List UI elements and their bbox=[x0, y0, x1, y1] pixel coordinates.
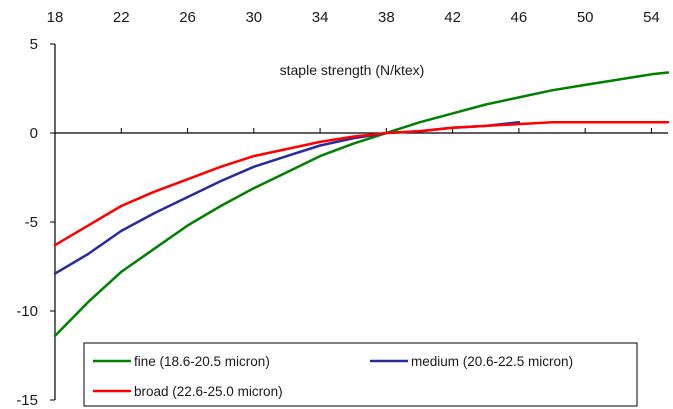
x-tick-label-22: 22 bbox=[113, 9, 130, 26]
legend-label-medium: medium (20.6-22.5 micron) bbox=[411, 354, 573, 369]
y-tick-label--10: -10 bbox=[16, 303, 38, 320]
x-tick-label-38: 38 bbox=[378, 9, 395, 26]
legend-label-fine: fine (18.6-20.5 micron) bbox=[134, 354, 270, 369]
y-tick-labels: 5 0 -5 -10 -15 bbox=[16, 36, 38, 409]
x-tick-label-54: 54 bbox=[643, 9, 660, 26]
x-tick-label-46: 46 bbox=[511, 9, 528, 26]
x-tick-label-18: 18 bbox=[47, 9, 64, 26]
legend: fine (18.6-20.5 micron) medium (20.6-22.… bbox=[83, 342, 638, 407]
x-tick-label-34: 34 bbox=[312, 9, 329, 26]
x-tick-label-30: 30 bbox=[245, 9, 262, 26]
x-axis-ticks bbox=[54, 128, 652, 133]
legend-label-broad: broad (22.6-25.0 micron) bbox=[134, 384, 283, 399]
y-tick-label-5: 5 bbox=[30, 36, 38, 53]
y-tick-label--5: -5 bbox=[25, 214, 38, 231]
legend-box bbox=[83, 342, 638, 407]
series-line-medium bbox=[53, 121, 521, 275]
x-tick-label-42: 42 bbox=[444, 9, 461, 26]
y-tick-label--15: -15 bbox=[16, 392, 38, 409]
y-axis-ticks bbox=[50, 43, 55, 401]
x-tick-label-50: 50 bbox=[577, 9, 594, 26]
series-line-fine bbox=[53, 71, 670, 338]
x-tick-labels: 18 22 26 30 34 38 42 46 50 54 bbox=[47, 9, 660, 26]
x-tick-label-26: 26 bbox=[179, 9, 196, 26]
x-axis-title: staple strength (N/ktex) bbox=[280, 62, 425, 78]
series-line-broad bbox=[53, 121, 670, 247]
y-tick-label-0: 0 bbox=[30, 125, 38, 142]
series-lines bbox=[53, 71, 670, 338]
